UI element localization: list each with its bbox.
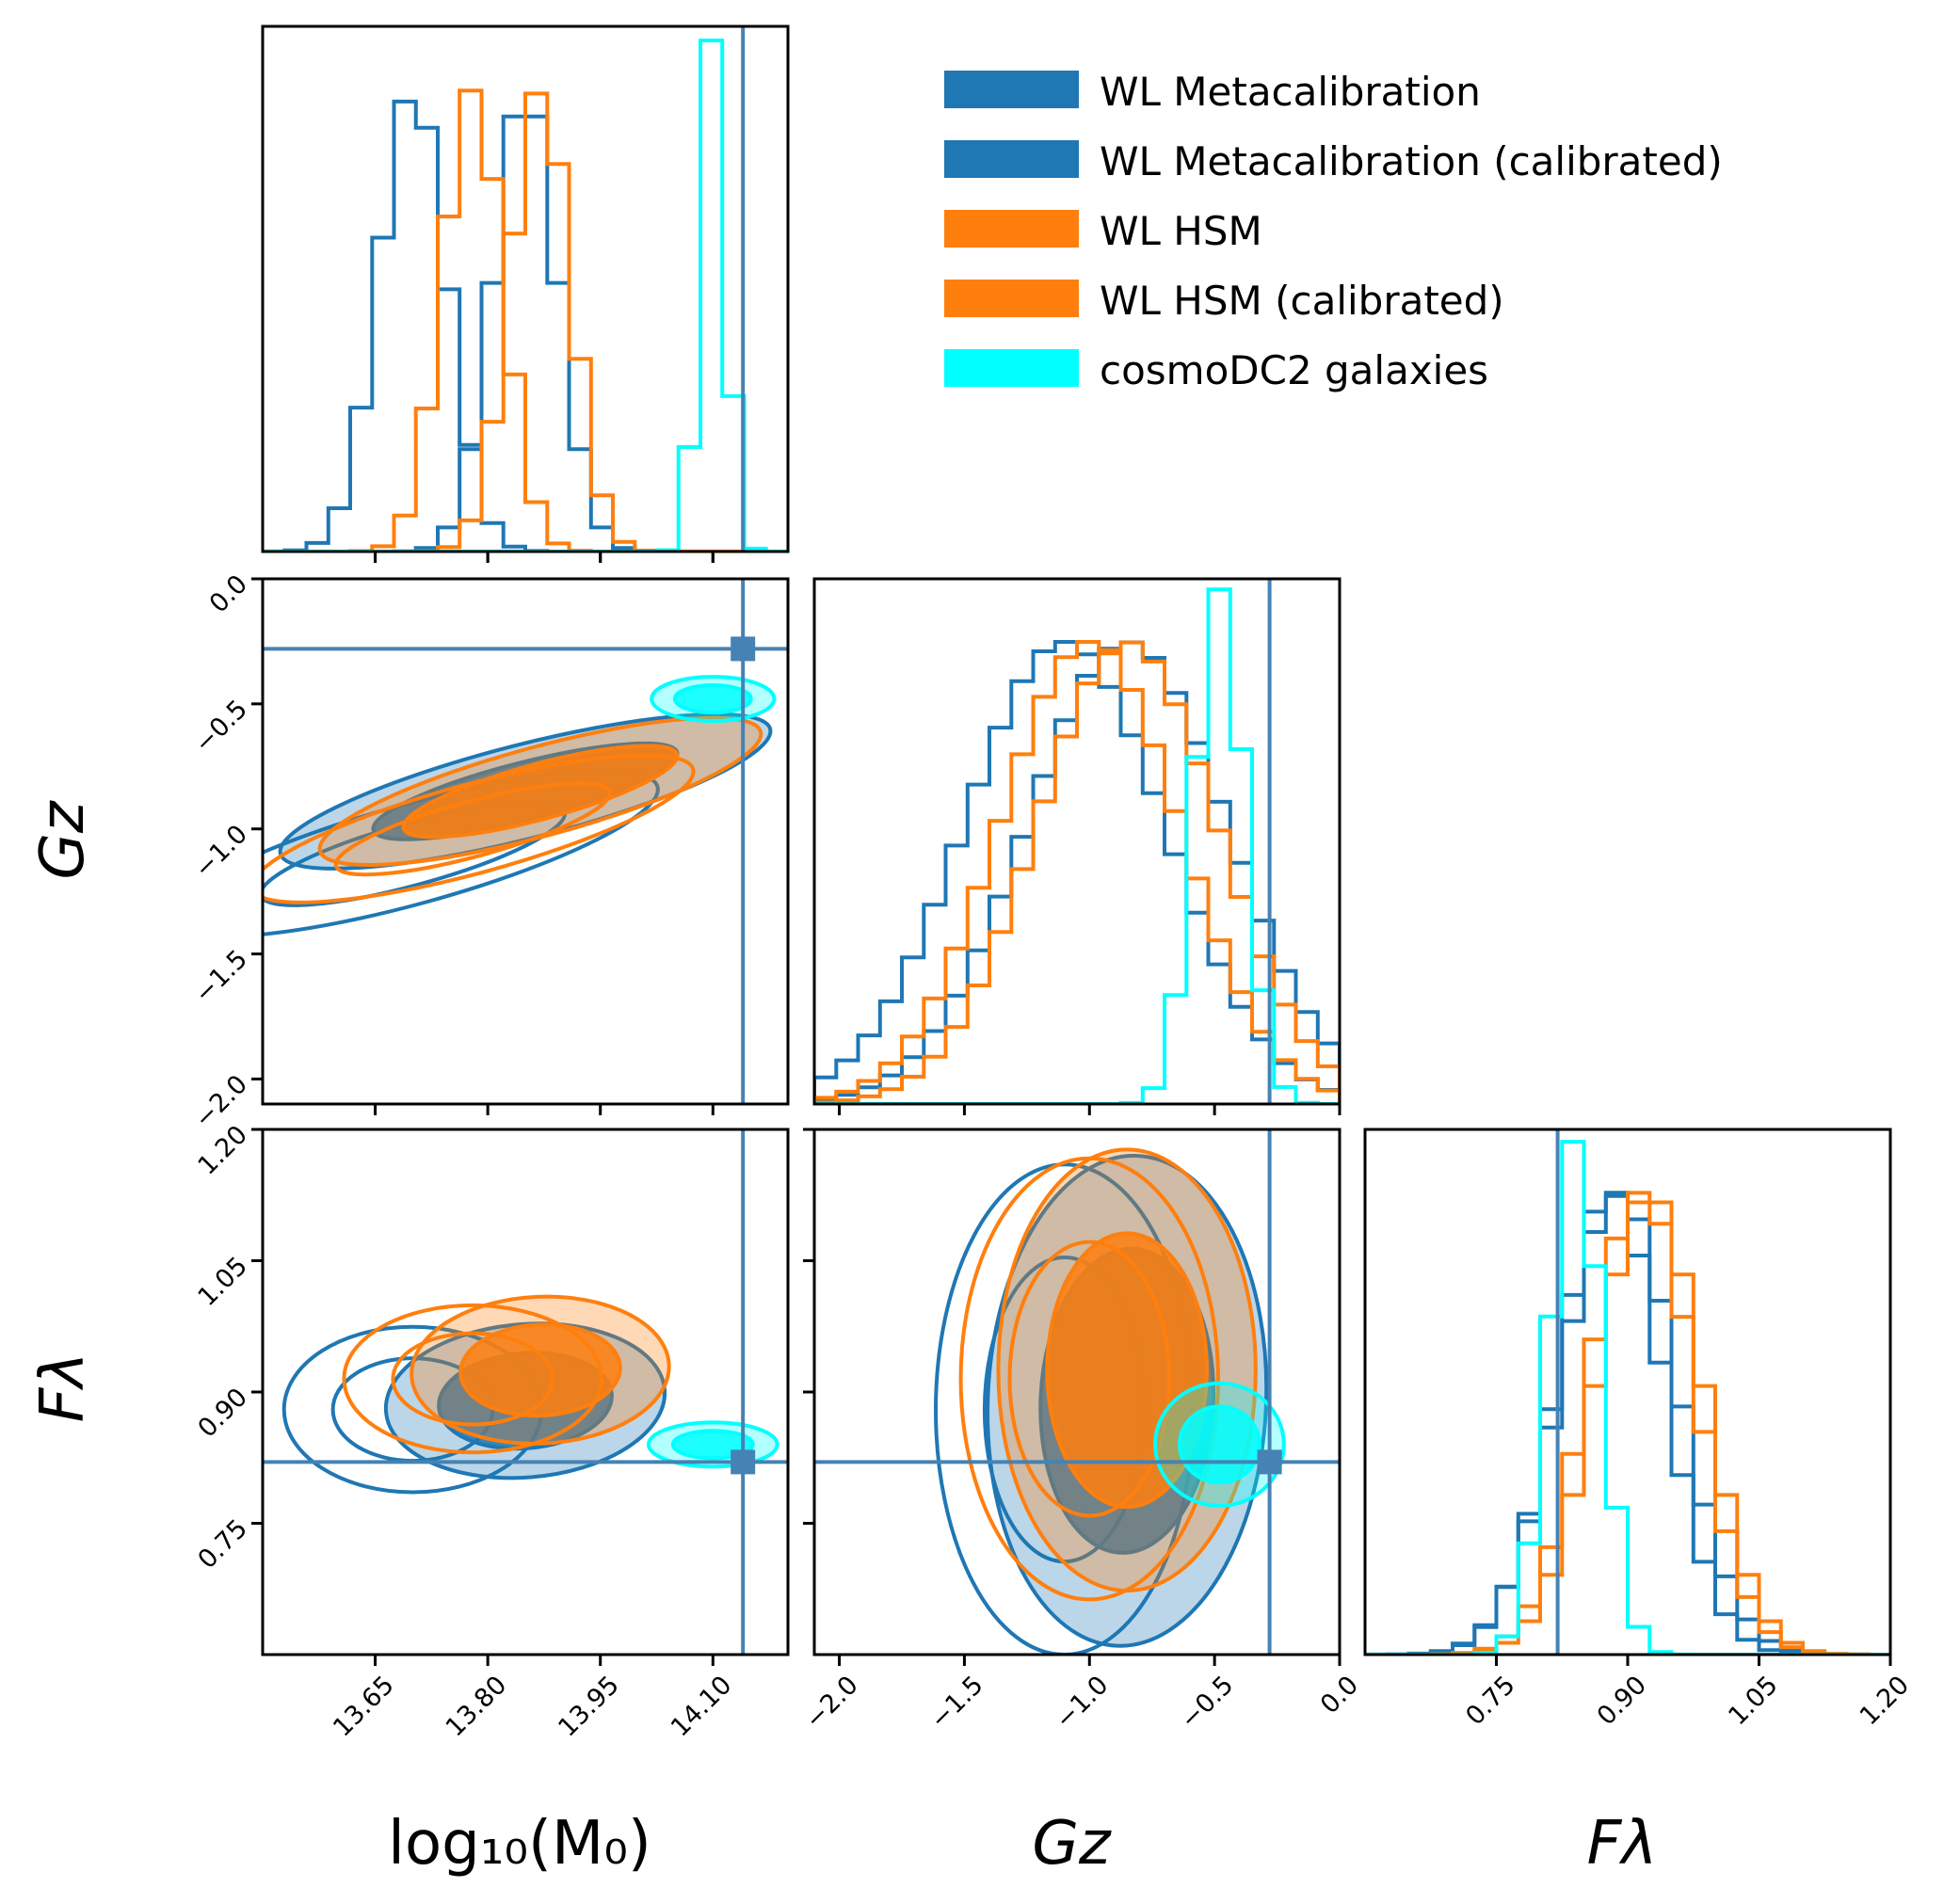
contour-hsm_cal-inner — [1045, 1231, 1209, 1510]
contour-hsm_cal-inner — [401, 744, 680, 840]
y-tick-label-Flambda: 1.05 — [193, 1252, 253, 1312]
contour-hsm-outer — [263, 753, 696, 904]
y-tick-label-Gz: −2.0 — [189, 1070, 253, 1134]
panel-logM0-vs-Flambda — [263, 1129, 788, 1655]
histogram-metacal-logM0 — [263, 99, 788, 552]
legend-label-metacal-cal: WL Metacalibration (calibrated) — [1100, 138, 1723, 184]
x-tick-label-Gz: 0.0 — [1315, 1671, 1364, 1720]
panel-diag-Flambda — [1365, 1129, 1890, 1655]
contour-hsm_cal-inner — [458, 1322, 622, 1418]
y-tick-label-Gz: −0.5 — [189, 695, 253, 759]
panel-Gz-vs-Flambda — [814, 1129, 1340, 1655]
panel-logM0-vs-Gz — [263, 579, 788, 1104]
histogram-cosmo-Gz — [814, 587, 1340, 1104]
legend-label-hsm-cal: WL HSM (calibrated) — [1100, 278, 1504, 324]
legend-swatch-hsm-cal — [944, 280, 1079, 317]
y-tick-label-Flambda: 0.75 — [193, 1514, 253, 1575]
x-tick-label-Flambda: 1.20 — [1855, 1671, 1915, 1731]
contour-cosmo-inner — [1178, 1404, 1261, 1485]
histogram-cosmo-logM0 — [263, 39, 788, 552]
truth-marker — [731, 636, 756, 662]
panel-diag-Gz — [814, 579, 1340, 1104]
x-tick-label-Flambda: 1.05 — [1723, 1671, 1783, 1731]
x-tick-label-Gz: −1.0 — [1050, 1671, 1114, 1735]
x-axis-title-logM0: log₁₀(M₀) — [388, 1809, 651, 1879]
contour-cosmo-inner — [672, 683, 753, 715]
x-axis-title-Flambda: Fλ — [1587, 1809, 1658, 1879]
legend-swatch-metacal-cal — [944, 140, 1079, 178]
y-axis-title-Flambda: Fλ — [28, 1352, 98, 1423]
x-tick-label-logM0: 13.65 — [328, 1671, 400, 1743]
truth-marker — [731, 1449, 756, 1475]
panels-layer — [261, 24, 1892, 1656]
x-tick-label-Gz: −0.5 — [1175, 1671, 1239, 1735]
x-tick-label-Gz: −2.0 — [799, 1671, 863, 1735]
panel-diag-logM0 — [263, 26, 788, 552]
y-tick-label-Gz: −1.0 — [189, 820, 253, 884]
legend-swatch-cosmo — [944, 349, 1079, 387]
panel-frame — [261, 577, 790, 1106]
panel-frame — [812, 577, 1342, 1106]
x-tick-label-logM0: 13.95 — [553, 1671, 625, 1743]
legend-swatch-hsm — [944, 210, 1079, 248]
legend: WL Metacalibration WL Metacalibration (c… — [944, 69, 1723, 393]
x-tick-label-Flambda: 0.75 — [1460, 1671, 1520, 1731]
y-tick-label-Gz: −1.5 — [189, 945, 253, 1009]
x-tick-label-Flambda: 0.90 — [1592, 1671, 1652, 1731]
histogram-hsm-Gz — [814, 640, 1340, 1104]
x-tick-label-logM0: 13.80 — [441, 1671, 513, 1743]
legend-label-metacal: WL Metacalibration — [1100, 69, 1481, 115]
y-axis-title-Gz: Gz — [28, 800, 98, 880]
histogram-hsm_cal-Gz — [814, 640, 1340, 1104]
x-axis-title-Gz: Gz — [1032, 1809, 1112, 1879]
legend-swatch-metacal — [944, 71, 1079, 108]
y-tick-label-Gz: 0.0 — [204, 569, 253, 618]
legend-label-hsm: WL HSM — [1100, 208, 1262, 254]
y-tick-label-Flambda: 1.20 — [193, 1120, 253, 1180]
truth-marker — [1257, 1449, 1282, 1475]
legend-label-cosmo: cosmoDC2 galaxies — [1100, 347, 1488, 393]
y-tick-label-Flambda: 0.90 — [193, 1383, 253, 1443]
x-tick-label-logM0: 14.10 — [666, 1671, 738, 1743]
panel-frame — [261, 24, 790, 553]
x-tick-label-Gz: −1.5 — [924, 1671, 988, 1735]
